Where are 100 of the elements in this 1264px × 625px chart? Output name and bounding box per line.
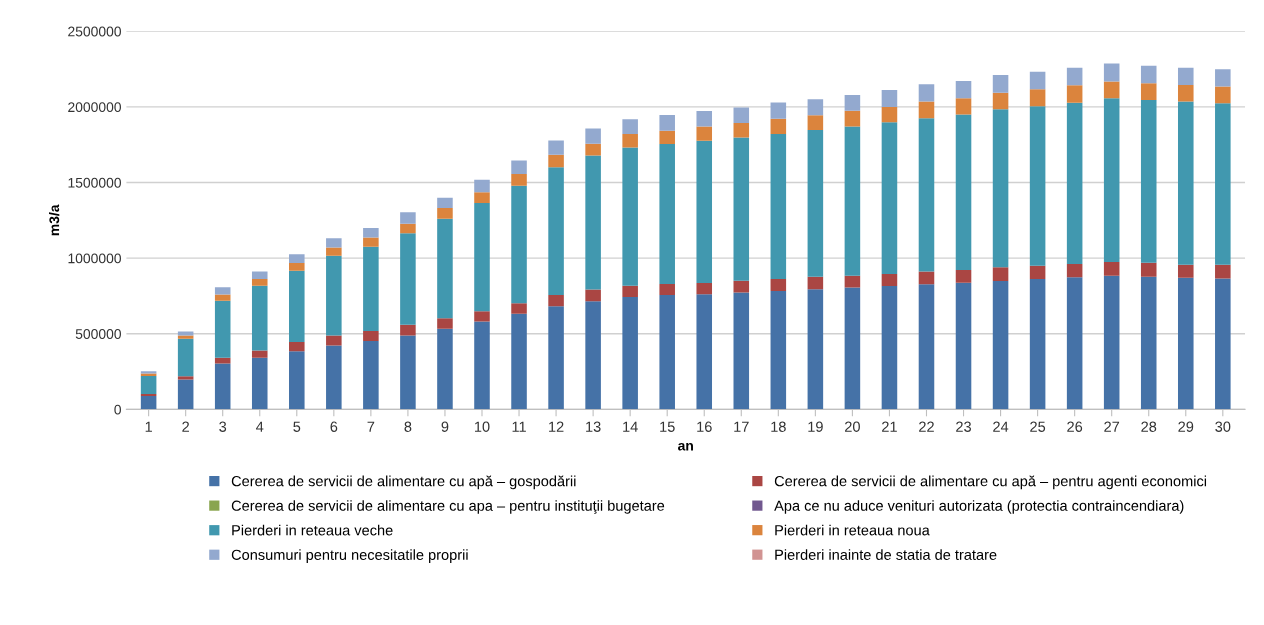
bar: [1178, 264, 1194, 278]
bar: [733, 292, 750, 410]
bar: [585, 143, 601, 156]
bar: [474, 179, 490, 193]
bar: [1140, 65, 1157, 84]
bar: [955, 114, 972, 271]
y-tick-label: 2000000: [68, 102, 121, 113]
bar: [992, 74, 1009, 93]
bar: [177, 331, 194, 336]
bar: [955, 81, 972, 99]
bar: [1178, 67, 1194, 85]
bar: [622, 119, 638, 135]
bar: [289, 254, 305, 264]
bar: [511, 173, 527, 186]
bar: [1029, 71, 1046, 90]
bar: [326, 247, 342, 256]
bar: [251, 271, 268, 279]
x-tick-label: 8: [404, 421, 412, 432]
x-tick-label: 5: [293, 421, 301, 432]
bar: [474, 311, 490, 322]
bar: [289, 270, 305, 343]
bar: [1066, 264, 1083, 278]
x-tick-label: 28: [1141, 421, 1157, 432]
bar: [659, 114, 675, 131]
bar: [918, 271, 935, 285]
x-tick-label: 27: [1104, 421, 1120, 432]
bar: [1103, 63, 1120, 82]
bar: [400, 335, 416, 410]
bar: [437, 218, 453, 319]
x-tick-label: 16: [697, 421, 712, 432]
bar: [733, 107, 750, 124]
x-tick-label: 3: [219, 421, 227, 432]
bar: [400, 324, 416, 336]
legend-label: Cererea de servicii de alimentare cu apă – gospodării: [231, 475, 576, 490]
x-tick-label: 1: [145, 421, 152, 432]
bar: [1215, 278, 1231, 410]
bar: [807, 289, 824, 410]
legend-label: Cererea de servicii de alimentare cu apă – pentru agenti economici: [774, 475, 1207, 490]
bar: [696, 126, 713, 141]
x-tick-label: 23: [956, 421, 971, 432]
x-tick-label: 13: [586, 421, 601, 432]
x-tick-label: 26: [1067, 421, 1083, 432]
bar: [1029, 265, 1046, 279]
bar: [548, 154, 564, 168]
bar: [881, 89, 898, 107]
bar: [844, 126, 861, 276]
x-axis-title: an: [678, 442, 693, 451]
bar: [659, 144, 675, 284]
bar: [733, 280, 750, 293]
bar: [437, 318, 453, 329]
bar: [696, 111, 713, 127]
bar: [326, 335, 342, 346]
bar: [548, 167, 564, 295]
bar: [770, 134, 787, 279]
bar: [474, 192, 490, 204]
bar: [1178, 84, 1194, 102]
bar: [918, 284, 935, 410]
bar: [992, 267, 1009, 281]
bar: [1215, 69, 1231, 87]
bar: [1215, 86, 1231, 104]
y-tick-label: 2500000: [68, 26, 121, 37]
bar: [955, 98, 972, 115]
x-tick-label: 9: [441, 421, 449, 432]
x-tick-label: 17: [734, 421, 749, 432]
y-tick-label: 1500000: [68, 177, 121, 188]
bar: [881, 285, 898, 410]
legend-label: Pierderi in reteaua noua: [775, 524, 930, 536]
bar: [955, 270, 972, 283]
bar: [251, 357, 268, 410]
y-axis-title: m3/a: [48, 204, 60, 236]
bar: [511, 160, 527, 174]
bar: [807, 115, 824, 131]
bar: [548, 140, 564, 155]
bar: [733, 137, 750, 281]
bar: [289, 351, 305, 410]
bar: [363, 331, 379, 342]
bar: [511, 313, 527, 410]
bar: [400, 212, 416, 224]
bar: [1066, 67, 1083, 86]
bar: [437, 328, 453, 410]
bar: [622, 147, 638, 286]
x-tick-label: 22: [919, 421, 934, 432]
bar: [289, 342, 305, 352]
bar: [1140, 262, 1157, 277]
bar: [918, 118, 935, 272]
bar: [1066, 277, 1083, 410]
bar: [622, 285, 638, 297]
bar: [733, 123, 750, 138]
bar: [177, 338, 194, 377]
bar: [585, 289, 601, 302]
x-tick-label: 25: [1030, 421, 1046, 432]
bar: [214, 357, 231, 364]
bar: [511, 303, 527, 314]
bar: [622, 134, 638, 148]
x-tick-label: 30: [1215, 421, 1231, 432]
bar: [363, 227, 379, 238]
y-tick-label: 0: [114, 404, 121, 415]
bar: [214, 300, 231, 358]
bar: [1066, 85, 1083, 103]
x-tick-label: 20: [845, 421, 860, 432]
